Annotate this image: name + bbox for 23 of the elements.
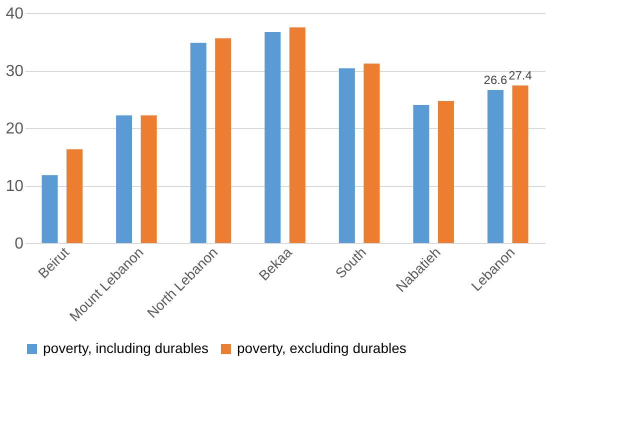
bar: [438, 100, 454, 243]
bar: [338, 68, 355, 243]
legend-label: poverty, including durables: [43, 340, 209, 356]
bar: [264, 32, 281, 243]
bar: [215, 38, 232, 243]
y-tick-label: 30: [6, 63, 24, 80]
bar: [116, 115, 132, 243]
y-tick-label: 40: [6, 6, 24, 22]
legend-label: poverty, excluding durables: [237, 340, 406, 356]
bar: [487, 90, 504, 243]
bar: [512, 85, 528, 243]
bar: [364, 64, 380, 243]
bar: [66, 149, 83, 243]
y-tick-label: 0: [14, 236, 24, 252]
bar: [140, 115, 157, 243]
bar: [413, 105, 430, 243]
data-label: 27.4: [508, 68, 532, 82]
data-label: 26.6: [484, 73, 508, 88]
bar: [289, 27, 306, 243]
y-tick-label: 10: [6, 178, 24, 195]
bar: [42, 175, 58, 243]
y-tick-label: 20: [6, 120, 24, 138]
bar: [190, 42, 206, 243]
